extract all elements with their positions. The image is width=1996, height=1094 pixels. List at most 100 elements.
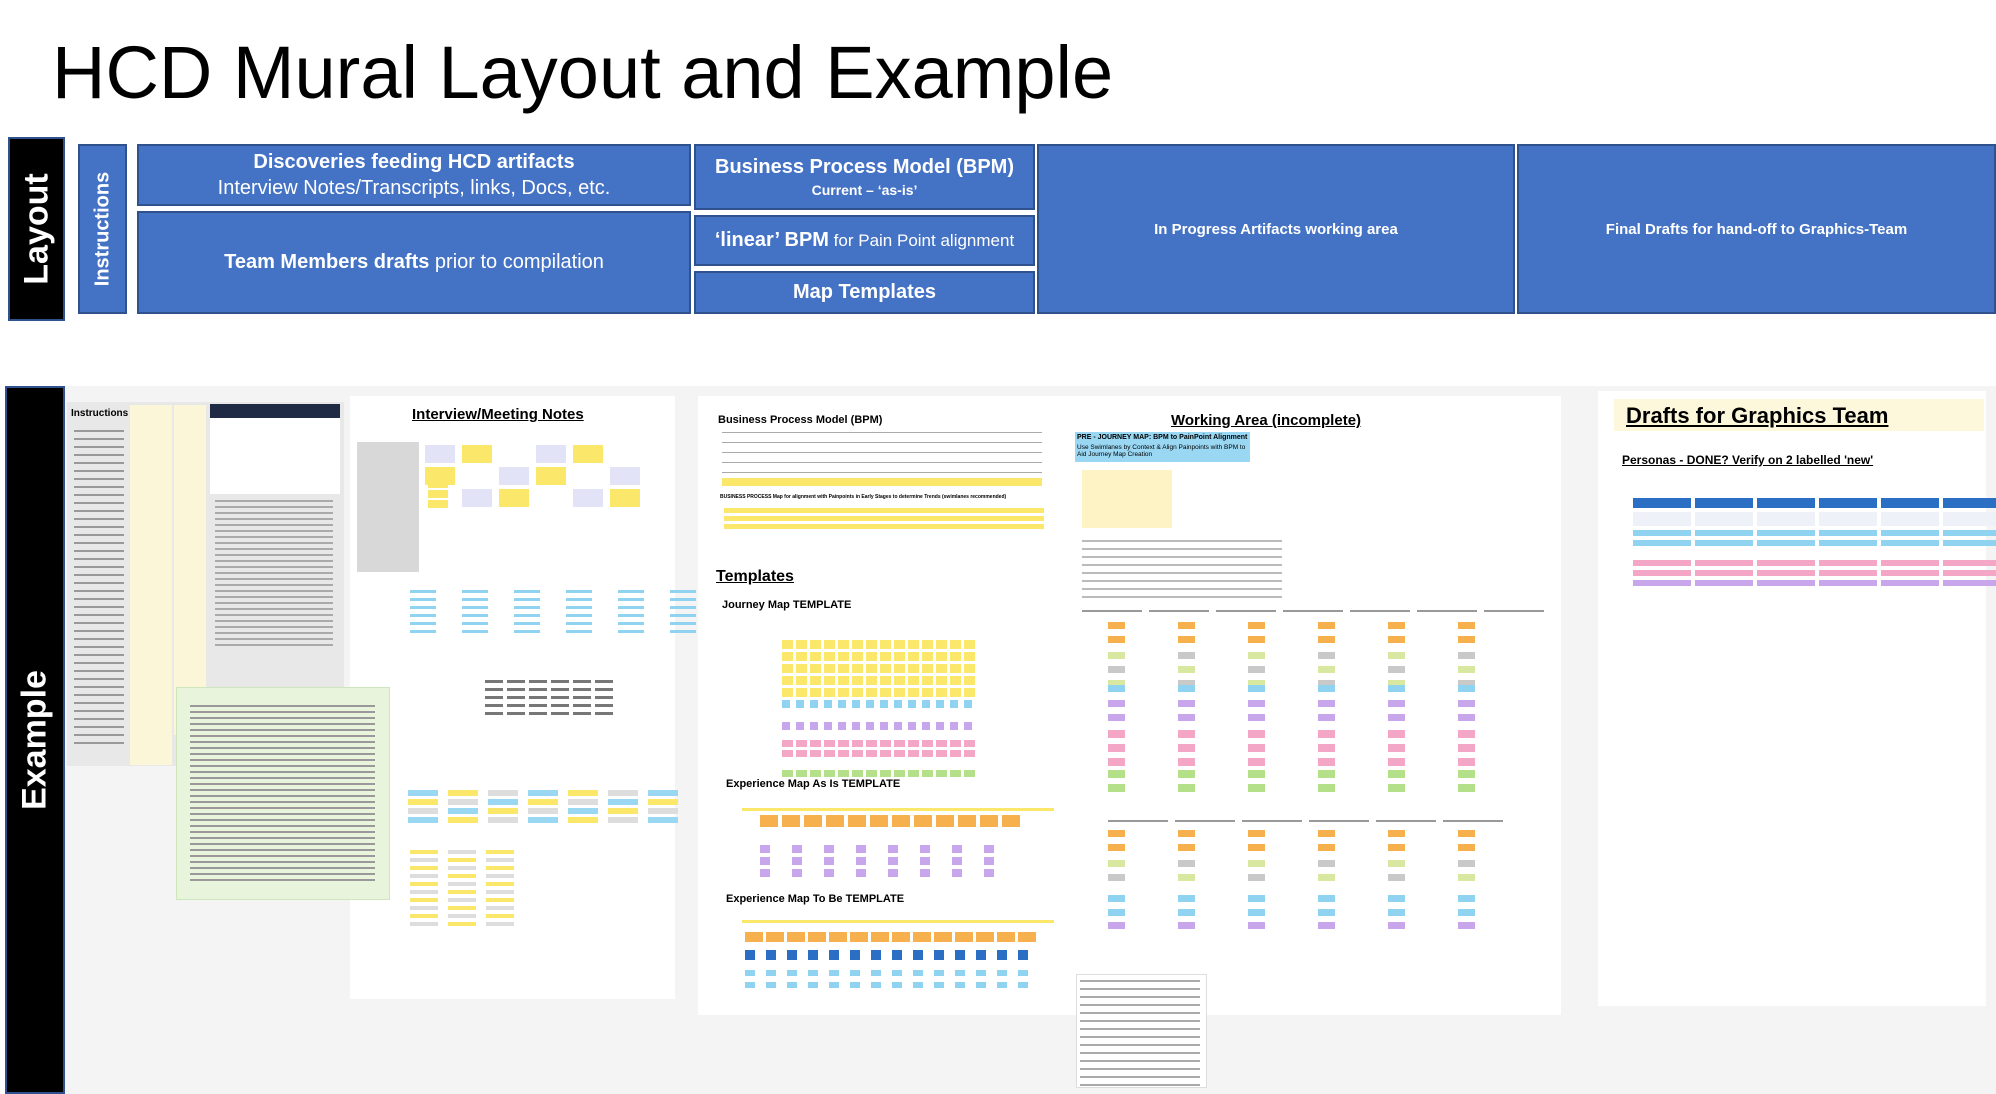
thumbnail-note xyxy=(1318,700,1335,707)
thumbnail-note xyxy=(448,808,478,814)
thumbnail-note xyxy=(1080,1052,1200,1054)
thumbnail-note xyxy=(1388,622,1405,629)
thumbnail-note xyxy=(964,652,975,661)
bpm-map-label: BUSINESS PROCESS Map for alignment with … xyxy=(720,494,1007,500)
thumbnail-note xyxy=(908,640,919,649)
drafts-title: Drafts for Graphics Team xyxy=(1626,403,1889,428)
thumbnail-note xyxy=(573,467,603,485)
thumbnail-note xyxy=(462,467,492,485)
thumbnail-note xyxy=(462,590,488,593)
thumbnail-note xyxy=(486,890,514,894)
thumbnail-note xyxy=(1242,820,1302,822)
thumbnail-note xyxy=(1318,666,1335,673)
thumbnail-note xyxy=(595,680,613,683)
thumbnail-note xyxy=(1248,666,1265,673)
thumbnail-note xyxy=(1318,622,1335,629)
thumbnail-note xyxy=(1757,512,1815,526)
thumbnail-note xyxy=(796,770,807,777)
thumbnail-note xyxy=(1178,758,1195,766)
thumbnail-note xyxy=(958,815,976,827)
thumbnail-note xyxy=(880,640,891,649)
thumbnail-note xyxy=(964,700,972,708)
thumbnail-note xyxy=(410,622,436,625)
thumbnail-note xyxy=(852,652,863,661)
drafts-panel: Drafts for Graphics Team Personas - DONE… xyxy=(1598,391,1986,1006)
thumbnail-note xyxy=(608,799,638,805)
thumbnail-note xyxy=(1376,820,1436,822)
thumbnail-note xyxy=(1695,512,1753,526)
thumbnail-note xyxy=(190,765,375,767)
thumbnail-note xyxy=(1318,636,1335,643)
thumbnail-note xyxy=(507,704,525,707)
thumbnail-note xyxy=(568,790,598,796)
thumbnail-note xyxy=(808,950,818,960)
thumbnail-note xyxy=(215,536,333,538)
thumbnail-note xyxy=(190,813,375,815)
thumbnail-note xyxy=(1881,530,1939,536)
thumbnail-note xyxy=(488,808,518,814)
thumbnail-note xyxy=(810,664,821,673)
thumbnail-note xyxy=(745,970,755,976)
thumbnail-note xyxy=(190,873,375,875)
thumbnail-note xyxy=(1175,820,1235,822)
thumbnail-note xyxy=(766,950,776,960)
thumbnail-note xyxy=(997,932,1015,942)
thumbnail-note xyxy=(871,982,881,988)
thumbnail-note xyxy=(215,560,333,562)
thumbnail-note xyxy=(950,740,961,747)
thumbnail-note xyxy=(507,680,525,683)
thumbnail-note xyxy=(1108,830,1125,837)
thumbnail-note xyxy=(448,866,476,870)
thumbnail-note xyxy=(1108,714,1125,721)
thumbnail-note xyxy=(215,632,333,634)
thumbnail-note xyxy=(408,790,438,796)
thumbnail-note xyxy=(410,914,438,918)
thumbnail-note xyxy=(936,688,947,697)
thumbnail-note xyxy=(722,452,1042,453)
thumbnail-note xyxy=(1458,622,1475,629)
thumbnail-note xyxy=(485,680,503,683)
thumbnail-note xyxy=(964,640,975,649)
thumbnail-note xyxy=(950,640,961,649)
thumbnail-note xyxy=(950,770,961,777)
thumbnail-note xyxy=(810,770,821,777)
thumbnail-note xyxy=(1388,758,1405,766)
thumbnail-note xyxy=(782,815,800,827)
thumbnail-note xyxy=(74,446,124,448)
thumbnail-note xyxy=(74,574,124,576)
thumbnail-note xyxy=(808,970,818,976)
thumbnail-note xyxy=(1819,540,1877,546)
thumbnail-note xyxy=(908,770,919,777)
thumbnail-note xyxy=(1388,860,1405,867)
thumbnail-note xyxy=(190,849,375,851)
thumbnail-note xyxy=(1018,982,1028,988)
title: HCD Mural Layout and Example xyxy=(52,31,1114,114)
thumbnail-note xyxy=(648,790,678,796)
thumbnail-note xyxy=(936,652,947,661)
thumbnail-note xyxy=(1082,572,1282,574)
thumbnail-note xyxy=(568,799,598,805)
thumbnail-note xyxy=(74,486,124,488)
thumbnail-note xyxy=(880,722,888,730)
instructions-label: Instructions xyxy=(91,171,113,287)
thumbnail-note xyxy=(1082,596,1282,598)
thumbnail-note xyxy=(74,566,124,568)
thumbnail-note xyxy=(190,825,375,827)
thumbnail-note xyxy=(1108,636,1125,643)
thumbnail-note xyxy=(215,542,333,544)
thumbnail-note xyxy=(1108,685,1125,692)
thumbnail-note xyxy=(866,640,877,649)
final-drafts-label: Final Drafts for hand-off to Graphics-Te… xyxy=(1605,220,1908,238)
thumbnail-note xyxy=(1318,680,1335,687)
thumbnail-note xyxy=(448,914,476,918)
thumbnail-note xyxy=(485,688,503,691)
thumbnail-note xyxy=(74,582,124,584)
thumbnail-note xyxy=(866,664,877,673)
thumbnail-note xyxy=(74,654,124,656)
thumbnail-note xyxy=(190,861,375,863)
thumbnail-note xyxy=(215,578,333,580)
thumbnail-note xyxy=(922,722,930,730)
thumbnail-note xyxy=(964,664,975,673)
thumbnail-note xyxy=(950,664,961,673)
thumbnail-note xyxy=(74,550,124,552)
